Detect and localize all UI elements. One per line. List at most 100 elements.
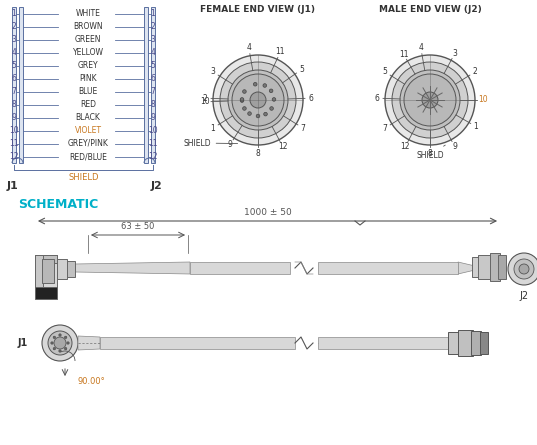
Bar — [35, 287, 57, 299]
Text: GREY: GREY — [78, 61, 98, 70]
Circle shape — [213, 55, 303, 145]
Bar — [472, 257, 480, 277]
Circle shape — [48, 331, 72, 355]
Circle shape — [422, 92, 438, 108]
Circle shape — [54, 337, 66, 349]
Circle shape — [270, 107, 273, 110]
Bar — [471, 331, 481, 355]
Text: 1: 1 — [12, 9, 16, 18]
Text: 90.00°: 90.00° — [77, 376, 105, 385]
Circle shape — [232, 74, 284, 126]
Text: RED/BLUE: RED/BLUE — [69, 152, 107, 161]
Bar — [448, 332, 460, 354]
Text: BLACK: BLACK — [76, 113, 100, 122]
Circle shape — [243, 90, 246, 93]
Circle shape — [263, 84, 266, 87]
Text: 2: 2 — [150, 22, 155, 31]
Text: 63 ± 50: 63 ± 50 — [121, 222, 155, 231]
Polygon shape — [75, 262, 190, 274]
Bar — [498, 255, 506, 279]
Polygon shape — [78, 336, 100, 350]
Text: 9: 9 — [453, 142, 458, 151]
Circle shape — [53, 348, 55, 350]
Circle shape — [53, 336, 55, 339]
Circle shape — [250, 92, 266, 108]
Bar — [144, 7, 148, 163]
Bar — [35, 255, 43, 287]
Circle shape — [248, 112, 251, 115]
Text: 9: 9 — [12, 113, 17, 122]
Bar — [67, 261, 75, 277]
Text: SHIELD: SHIELD — [68, 173, 99, 182]
Circle shape — [514, 259, 534, 279]
Text: 4: 4 — [246, 43, 251, 53]
Text: 5: 5 — [299, 65, 304, 74]
Text: 1: 1 — [474, 122, 478, 131]
Text: 12: 12 — [278, 142, 288, 151]
Text: 12: 12 — [401, 142, 410, 151]
Text: MALE END VIEW (J2): MALE END VIEW (J2) — [379, 5, 481, 15]
Circle shape — [270, 89, 273, 93]
Text: 11: 11 — [9, 139, 19, 148]
Bar — [490, 253, 500, 281]
Circle shape — [64, 336, 67, 339]
Text: 7: 7 — [301, 124, 306, 133]
Text: 5: 5 — [12, 61, 17, 70]
Circle shape — [243, 107, 246, 110]
Text: J1: J1 — [18, 338, 28, 348]
Text: 3: 3 — [150, 35, 155, 44]
Text: 6: 6 — [375, 93, 380, 103]
Text: SCHEMATIC: SCHEMATIC — [18, 198, 98, 211]
Text: 11: 11 — [148, 139, 158, 148]
Text: WHITE: WHITE — [76, 9, 100, 18]
Bar — [151, 7, 155, 163]
Text: 10: 10 — [478, 96, 488, 105]
Circle shape — [59, 350, 61, 352]
Bar — [35, 255, 57, 287]
Text: 12: 12 — [9, 152, 19, 161]
Text: 2: 2 — [12, 22, 16, 31]
Text: 8: 8 — [150, 100, 155, 109]
Text: GREEN: GREEN — [75, 35, 101, 44]
Text: 11: 11 — [275, 48, 285, 57]
Text: GREY/PINK: GREY/PINK — [68, 139, 108, 148]
Circle shape — [256, 114, 260, 118]
Text: 3: 3 — [453, 49, 458, 58]
Bar — [318, 262, 458, 274]
Bar — [190, 262, 290, 274]
Text: 10: 10 — [148, 126, 158, 135]
Text: BLUE: BLUE — [78, 87, 98, 96]
Text: 6: 6 — [150, 74, 155, 83]
Text: 4: 4 — [418, 43, 423, 53]
Circle shape — [264, 112, 267, 116]
Bar — [35, 255, 57, 263]
Text: 1000 ± 50: 1000 ± 50 — [244, 208, 292, 217]
Text: 2: 2 — [473, 67, 477, 77]
Text: 3: 3 — [211, 67, 215, 77]
Circle shape — [240, 99, 244, 102]
Circle shape — [385, 55, 475, 145]
Text: VIOLET: VIOLET — [75, 126, 101, 135]
Circle shape — [59, 334, 61, 336]
Bar — [478, 255, 494, 279]
Text: SHIELD: SHIELD — [416, 145, 445, 159]
Circle shape — [508, 253, 537, 285]
Bar — [42, 259, 54, 283]
Bar — [19, 7, 23, 163]
Bar — [480, 332, 488, 354]
Circle shape — [67, 342, 69, 344]
Circle shape — [404, 74, 456, 126]
Text: 6: 6 — [12, 74, 17, 83]
Text: YELLOW: YELLOW — [72, 48, 104, 57]
Polygon shape — [458, 262, 475, 274]
Bar — [12, 7, 16, 163]
Text: 1: 1 — [211, 124, 215, 133]
Text: RED: RED — [80, 100, 96, 109]
Text: 10: 10 — [200, 97, 210, 106]
Text: J2: J2 — [519, 291, 528, 301]
Text: 10: 10 — [9, 126, 19, 135]
Circle shape — [64, 348, 67, 350]
Text: 4: 4 — [12, 48, 17, 57]
Bar — [57, 259, 67, 279]
Text: PINK: PINK — [79, 74, 97, 83]
